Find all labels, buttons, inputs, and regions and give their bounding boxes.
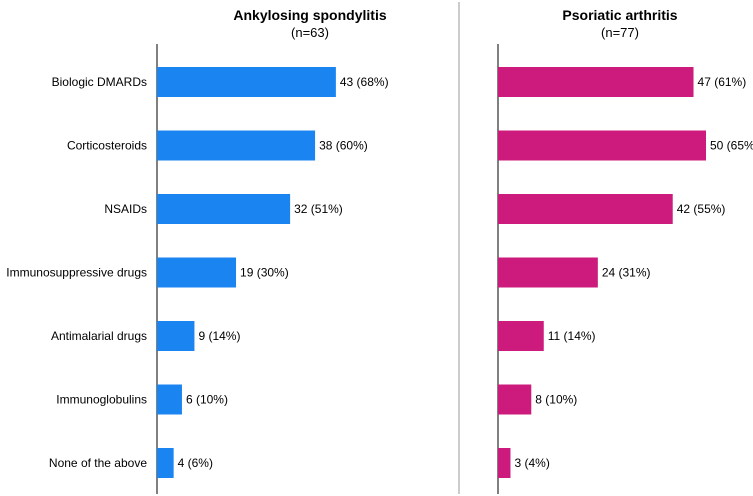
category-label-antimalarial-drugs: Antimalarial drugs [51, 329, 147, 343]
data-label-antimalarial-drugs: 11 (14%) [548, 329, 596, 343]
bar-antimalarial-drugs [498, 321, 544, 351]
data-label-immunoglobulins: 6 (10%) [186, 393, 228, 407]
category-label-biologic-dmards: Biologic DMARDs [52, 75, 147, 89]
category-label-immunosuppressive-drugs: Immunosuppressive drugs [6, 266, 147, 280]
bar-immunoglobulins [498, 384, 532, 415]
bar-antimalarial-drugs [157, 321, 195, 351]
bar-immunoglobulins [157, 384, 182, 415]
panel-title: Psoriatic arthritis [562, 7, 677, 23]
panel-subtitle: (n=63) [291, 25, 329, 40]
data-label-none-of-the-above: 3 (4%) [514, 456, 549, 470]
data-label-antimalarial-drugs: 9 (14%) [198, 329, 240, 343]
data-label-biologic-dmards: 43 (68%) [340, 75, 389, 89]
bar-biologic-dmards [157, 67, 336, 97]
bar-nsaids [498, 194, 673, 224]
bar-immunosuppressive-drugs [157, 257, 237, 288]
category-label-corticosteroids: Corticosteroids [67, 139, 147, 153]
data-label-nsaids: 42 (55%) [677, 202, 726, 216]
category-labels: Biologic DMARDs Corticosteroids NSAIDs Immu… [6, 75, 147, 470]
data-label-biologic-dmards: 47 (61%) [698, 75, 747, 89]
bar-corticosteroids [157, 130, 316, 161]
data-label-none-of-the-above: 4 (6%) [178, 456, 213, 470]
panel-title: Ankylosing spondylitis [233, 7, 386, 23]
data-label-nsaids: 32 (51%) [294, 202, 343, 216]
data-label-corticosteroids: 38 (60%) [319, 139, 368, 153]
bar-nsaids [157, 194, 291, 224]
data-label-immunosuppressive-drugs: 19 (30%) [240, 266, 289, 280]
panel-psoriatic-arthritis: Psoriatic arthritis (n=77) 47 (61%) 50 (65%… [497, 7, 753, 494]
category-label-none-of-the-above: None of the above [49, 456, 147, 470]
category-label-immunoglobulins: Immunoglobulins [56, 393, 147, 407]
bar-biologic-dmards [498, 67, 694, 97]
bar-none-of-the-above [157, 448, 174, 478]
panel-subtitle: (n=77) [601, 25, 639, 40]
bar-none-of-the-above [498, 448, 511, 478]
data-label-immunoglobulins: 8 (10%) [535, 393, 577, 407]
bar-corticosteroids [498, 130, 706, 161]
data-label-immunosuppressive-drugs: 24 (31%) [602, 266, 651, 280]
panel-ankylosing-spondylitis: Ankylosing spondylitis (n=63) 43 (68%) 38 (… [156, 7, 389, 494]
category-label-nsaids: NSAIDs [104, 202, 147, 216]
data-label-corticosteroids: 50 (65%) [710, 139, 753, 153]
bar-immunosuppressive-drugs [498, 257, 598, 288]
